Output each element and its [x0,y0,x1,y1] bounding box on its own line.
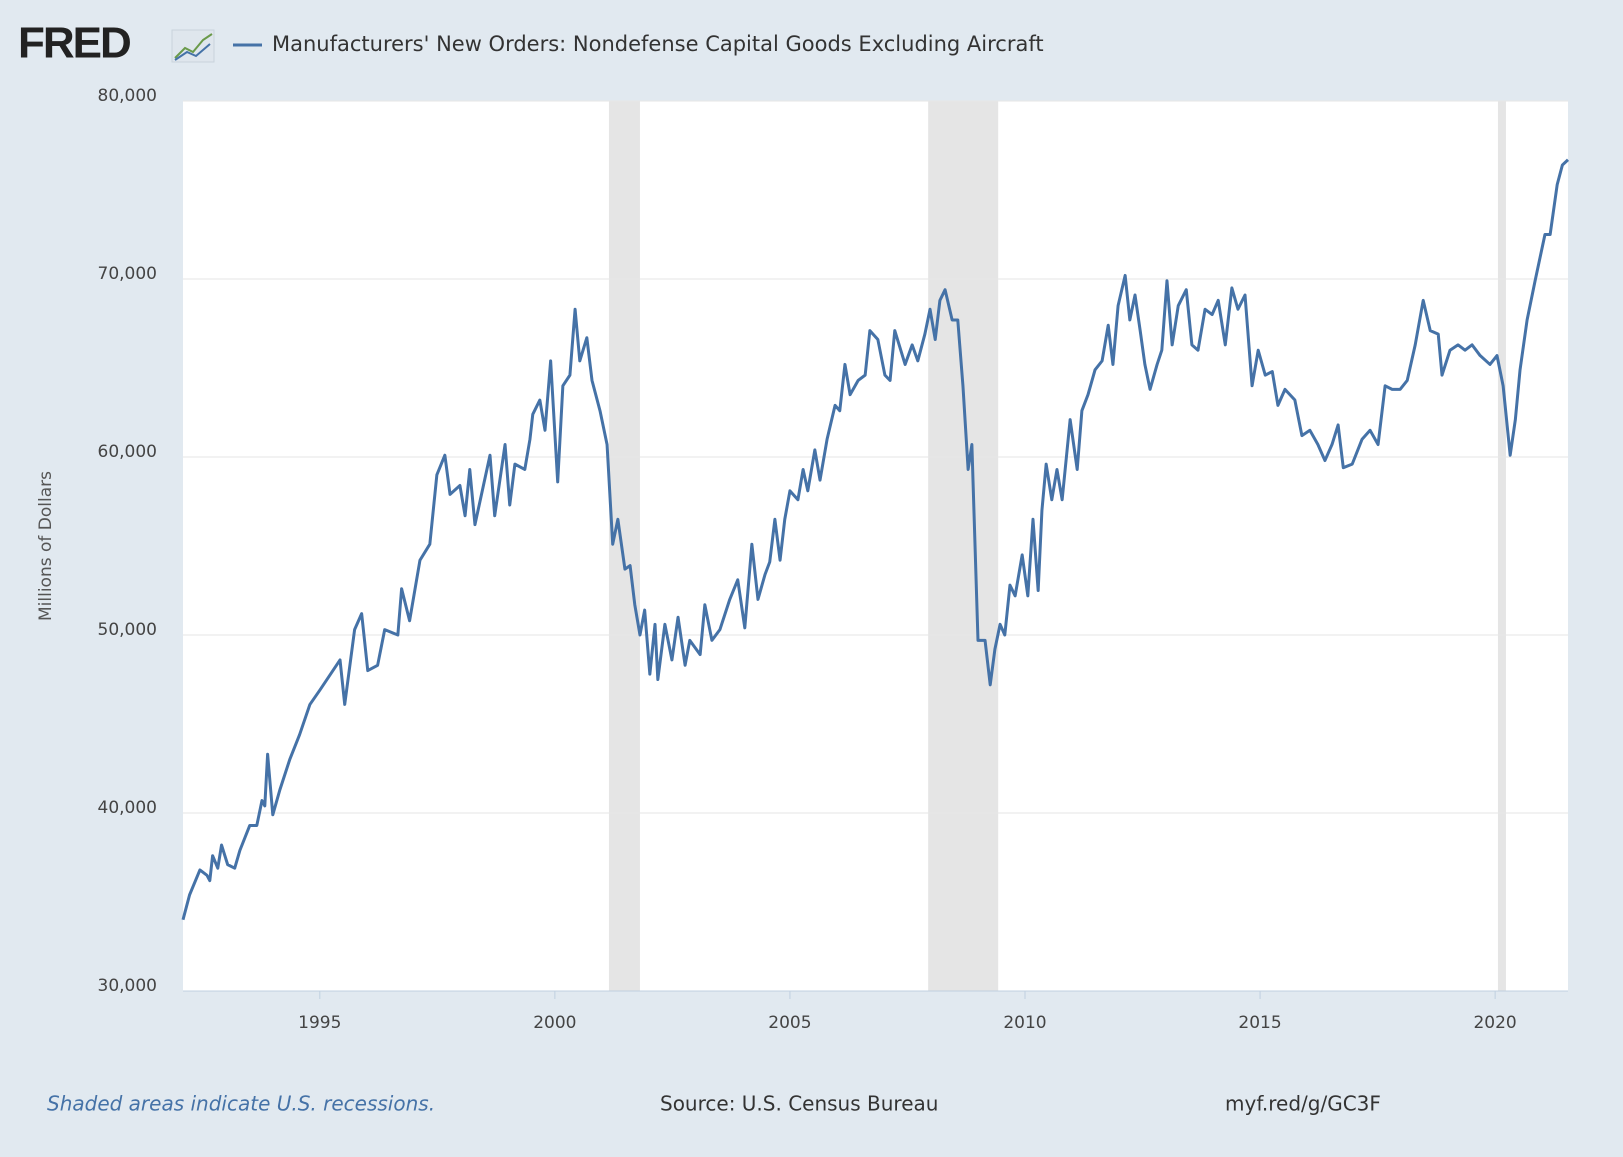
note: Shaded areas indicate U.S. recessions. [47,1092,435,1116]
series-line [181,158,1570,921]
recession-band [1497,101,1506,991]
url: myf.red/g/GC3F [1225,1092,1381,1116]
legend-label: Manufacturers' New Orders: Nondefense Ca… [272,32,1044,56]
recession-band [608,101,640,991]
x-tick-label: 2000 [533,1013,576,1033]
x-tick-label: 2015 [1238,1013,1281,1033]
x-tick-label: 2010 [1003,1013,1046,1033]
x-tick-label: 1995 [298,1013,341,1033]
x-tick-label: 2020 [1473,1013,1516,1033]
y-axis-label: Millions of Dollars [36,471,56,621]
y-tick-label: 40,000 [98,798,157,818]
logo-icon [171,29,215,63]
x-tick-label: 2005 [768,1013,811,1033]
y-tick-label: 50,000 [98,620,157,640]
y-tick-label: 60,000 [98,442,157,462]
y-tick-label: 30,000 [98,976,157,996]
recession-band [928,101,999,991]
plot-area [183,101,1568,991]
y-tick-label: 70,000 [98,264,157,284]
source: Source: U.S. Census Bureau [660,1092,938,1116]
y-tick-label: 80,000 [98,86,157,106]
logo: FRED [18,19,130,68]
